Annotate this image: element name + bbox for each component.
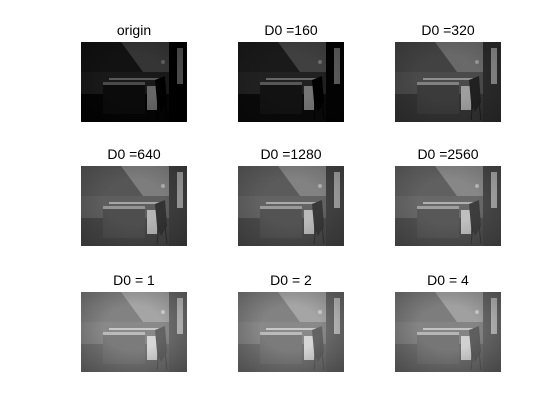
room-photo-d0-4: [395, 292, 501, 372]
panel-title: D0 =2560: [417, 146, 479, 162]
panel-title: D0 =640: [107, 146, 161, 162]
room-photo-d0-320: [395, 42, 501, 122]
panel-title: D0 = 1: [113, 272, 155, 288]
room-photo-d0-640: [81, 166, 187, 246]
room-photo-d0-2560: [395, 166, 501, 246]
room-photo-d0-1280: [238, 166, 344, 246]
room-photo-d0-160: [238, 42, 344, 122]
panel-title: D0 =160: [264, 22, 318, 38]
panel-title: D0 =320: [421, 22, 475, 38]
panel-title: D0 = 2: [270, 272, 312, 288]
room-photo-d0-2: [238, 292, 344, 372]
panel-title: D0 = 4: [427, 272, 469, 288]
room-photo-origin: [81, 42, 187, 122]
panel-title: origin: [116, 22, 152, 38]
panel-title: D0 =1280: [260, 146, 322, 162]
room-photo-d0-1: [81, 292, 187, 372]
